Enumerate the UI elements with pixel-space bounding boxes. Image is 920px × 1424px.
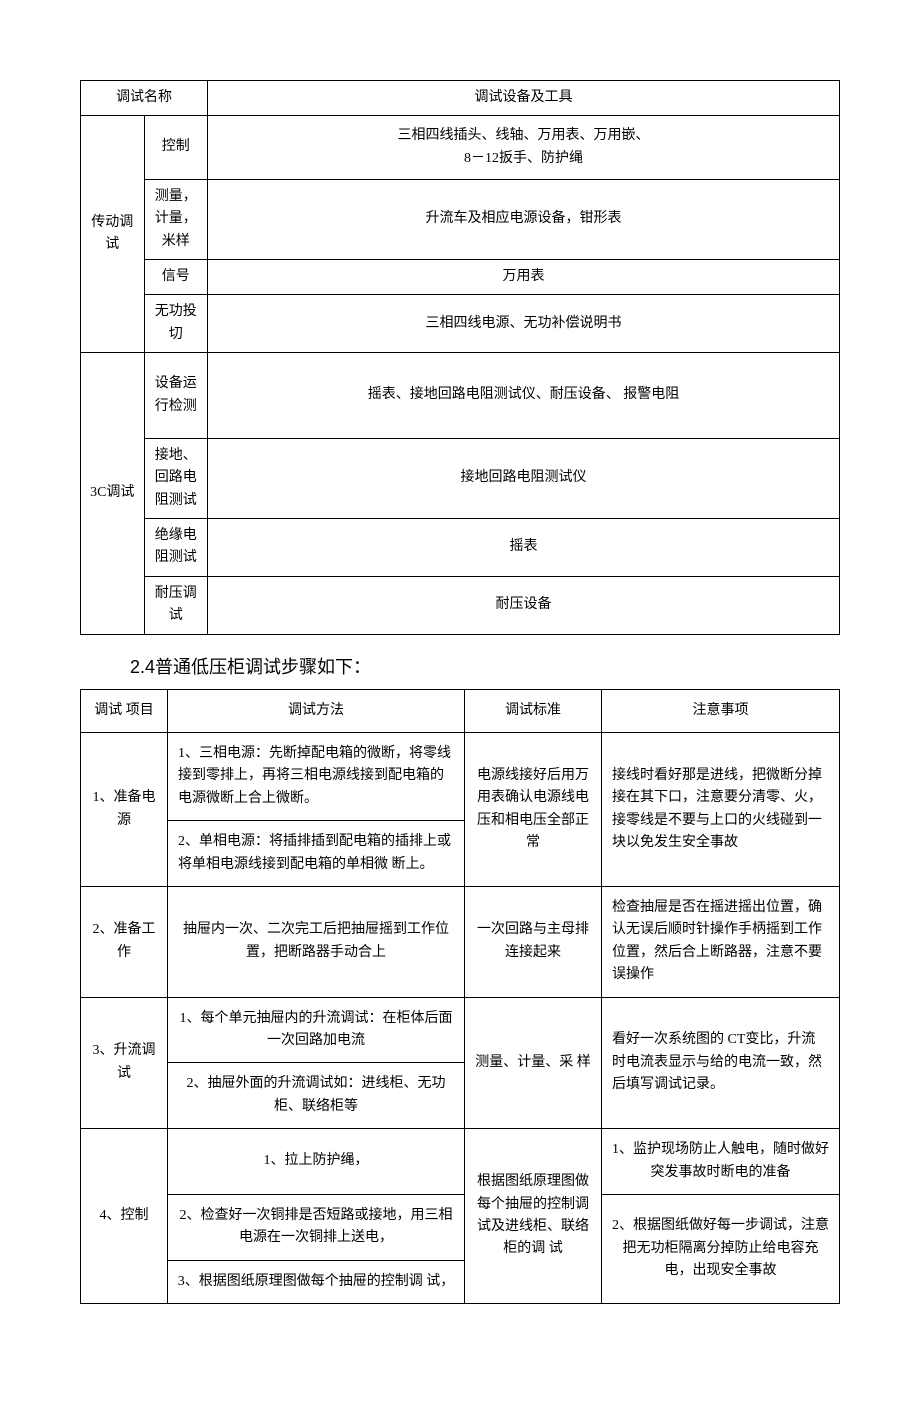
- note-cell: 检查抽屉是否在摇进摇出位置，确认无误后顺时针操作手柄摇到工作位置，然后合上断路器…: [602, 886, 840, 997]
- group-label: 传动调试: [81, 116, 145, 353]
- standard-cell: 一次回路与主母排连接起来: [465, 886, 602, 997]
- note-cell: 2、根据图纸做好每一步调试，注意把无功柜隔离分掉防止给电容充电，出现安全事故: [602, 1194, 840, 1303]
- item-cell: 1、准备电源: [81, 733, 168, 887]
- header-standard: 调试标准: [465, 689, 602, 732]
- table-row: 无功投切 三相四线电源、无功补偿说明书: [81, 295, 840, 353]
- table-row: 信号 万用表: [81, 259, 840, 294]
- sub-label: 耐压调试: [144, 576, 208, 634]
- method-cell: 2、单相电源：将插排插到配电箱的插排上或将单相电源线接到配电箱的单相微 断上。: [168, 821, 465, 887]
- table-row: 2、检查好一次铜排是否短路或接地，用三相电源在一次铜排上送电， 2、根据图纸做好…: [81, 1194, 840, 1260]
- tools-cell: 摇表: [208, 519, 840, 577]
- tools-cell: 耐压设备: [208, 576, 840, 634]
- note-cell: 看好一次系统图的 CT变比，升流时电流表显示与给的电流一致，然后填写调试记录。: [602, 997, 840, 1129]
- table-row: 4、控制 1、拉上防护绳， 根据图纸原理图做每个抽屉的控制调试及进线柜、联络柜的…: [81, 1129, 840, 1195]
- table-row: 传动调试 控制 三相四线插头、线轴、万用表、万用嵌、 8－12扳手、防护绳: [81, 116, 840, 179]
- item-cell: 2、准备工作: [81, 886, 168, 997]
- standard-cell: 测量、计量、采 样: [465, 997, 602, 1129]
- standard-cell: 根据图纸原理图做每个抽屉的控制调试及进线柜、联络柜的调 试: [465, 1129, 602, 1304]
- method-cell: 3、根据图纸原理图做每个抽屉的控制调 试，: [168, 1260, 465, 1303]
- sub-label: 设备运行检测: [144, 353, 208, 439]
- tools-cell: 三相四线电源、无功补偿说明书: [208, 295, 840, 353]
- group-label: 3C调试: [81, 353, 145, 635]
- table-header-row: 调试 项目 调试方法 调试标准 注意事项: [81, 689, 840, 732]
- debug-steps-table: 调试 项目 调试方法 调试标准 注意事项 1、准备电源 1、三相电源：先断掉配电…: [80, 689, 840, 1304]
- table-row: 3、升流调试 1、每个单元抽屉内的升流调试：在柜体后面一次回路加电流 测量、计量…: [81, 997, 840, 1063]
- table-row: 接地、回路电阻测试 接地回路电阻测试仪: [81, 438, 840, 518]
- standard-cell: 电源线接好后用万用表确认电源线电压和相电压全部正常: [465, 733, 602, 887]
- note-cell: 1、监护现场防止人触电，随时做好突发事故时断电的准备: [602, 1129, 840, 1195]
- note-cell: 接线时看好那是进线，把微断分掉接在其下口，注意要分清零、火，接零线是不要与上口的…: [602, 733, 840, 887]
- tools-cell: 万用表: [208, 259, 840, 294]
- sub-label: 接地、回路电阻测试: [144, 438, 208, 518]
- sub-label: 控制: [144, 116, 208, 179]
- tools-cell: 摇表、接地回路电阻测试仪、耐压设备、 报警电阻: [208, 353, 840, 439]
- method-cell: 1、拉上防护绳，: [168, 1129, 465, 1195]
- method-cell: 2、检查好一次铜排是否短路或接地，用三相电源在一次铜排上送电，: [168, 1194, 465, 1260]
- header-method: 调试方法: [168, 689, 465, 732]
- section-title: 2.4普通低压柜调试步骤如下：: [130, 653, 840, 679]
- tools-cell: 接地回路电阻测试仪: [208, 438, 840, 518]
- header-name: 调试名称: [81, 81, 208, 116]
- table-row: 1、准备电源 1、三相电源：先断掉配电箱的微断，将零线接到零排上，再将三相电源线…: [81, 733, 840, 821]
- tools-cell: 三相四线插头、线轴、万用表、万用嵌、 8－12扳手、防护绳: [208, 116, 840, 179]
- header-tools: 调试设备及工具: [208, 81, 840, 116]
- table-row: 2、准备工作 抽屉内一次、二次完工后把抽屉摇到工作位置，把断路器手动合上 一次回…: [81, 886, 840, 997]
- table-row: 绝缘电阻测试 摇表: [81, 519, 840, 577]
- method-cell: 2、抽屉外面的升流调试如：进线柜、无功柜、联络柜等: [168, 1063, 465, 1129]
- debug-tools-table: 调试名称 调试设备及工具 传动调试 控制 三相四线插头、线轴、万用表、万用嵌、 …: [80, 80, 840, 635]
- tools-cell: 升流车及相应电源设备，钳形表: [208, 179, 840, 259]
- sub-label: 测量，计量，米样: [144, 179, 208, 259]
- sub-label: 无功投切: [144, 295, 208, 353]
- method-cell: 抽屉内一次、二次完工后把抽屉摇到工作位置，把断路器手动合上: [168, 886, 465, 997]
- table-row: 3C调试 设备运行检测 摇表、接地回路电阻测试仪、耐压设备、 报警电阻: [81, 353, 840, 439]
- method-cell: 1、每个单元抽屉内的升流调试：在柜体后面一次回路加电流: [168, 997, 465, 1063]
- table-header-row: 调试名称 调试设备及工具: [81, 81, 840, 116]
- table-row: 测量，计量，米样 升流车及相应电源设备，钳形表: [81, 179, 840, 259]
- item-cell: 4、控制: [81, 1129, 168, 1304]
- header-item: 调试 项目: [81, 689, 168, 732]
- header-note: 注意事项: [602, 689, 840, 732]
- method-cell: 1、三相电源：先断掉配电箱的微断，将零线接到零排上，再将三相电源线接到配电箱的电…: [168, 733, 465, 821]
- sub-label: 绝缘电阻测试: [144, 519, 208, 577]
- table-row: 耐压调试 耐压设备: [81, 576, 840, 634]
- sub-label: 信号: [144, 259, 208, 294]
- item-cell: 3、升流调试: [81, 997, 168, 1129]
